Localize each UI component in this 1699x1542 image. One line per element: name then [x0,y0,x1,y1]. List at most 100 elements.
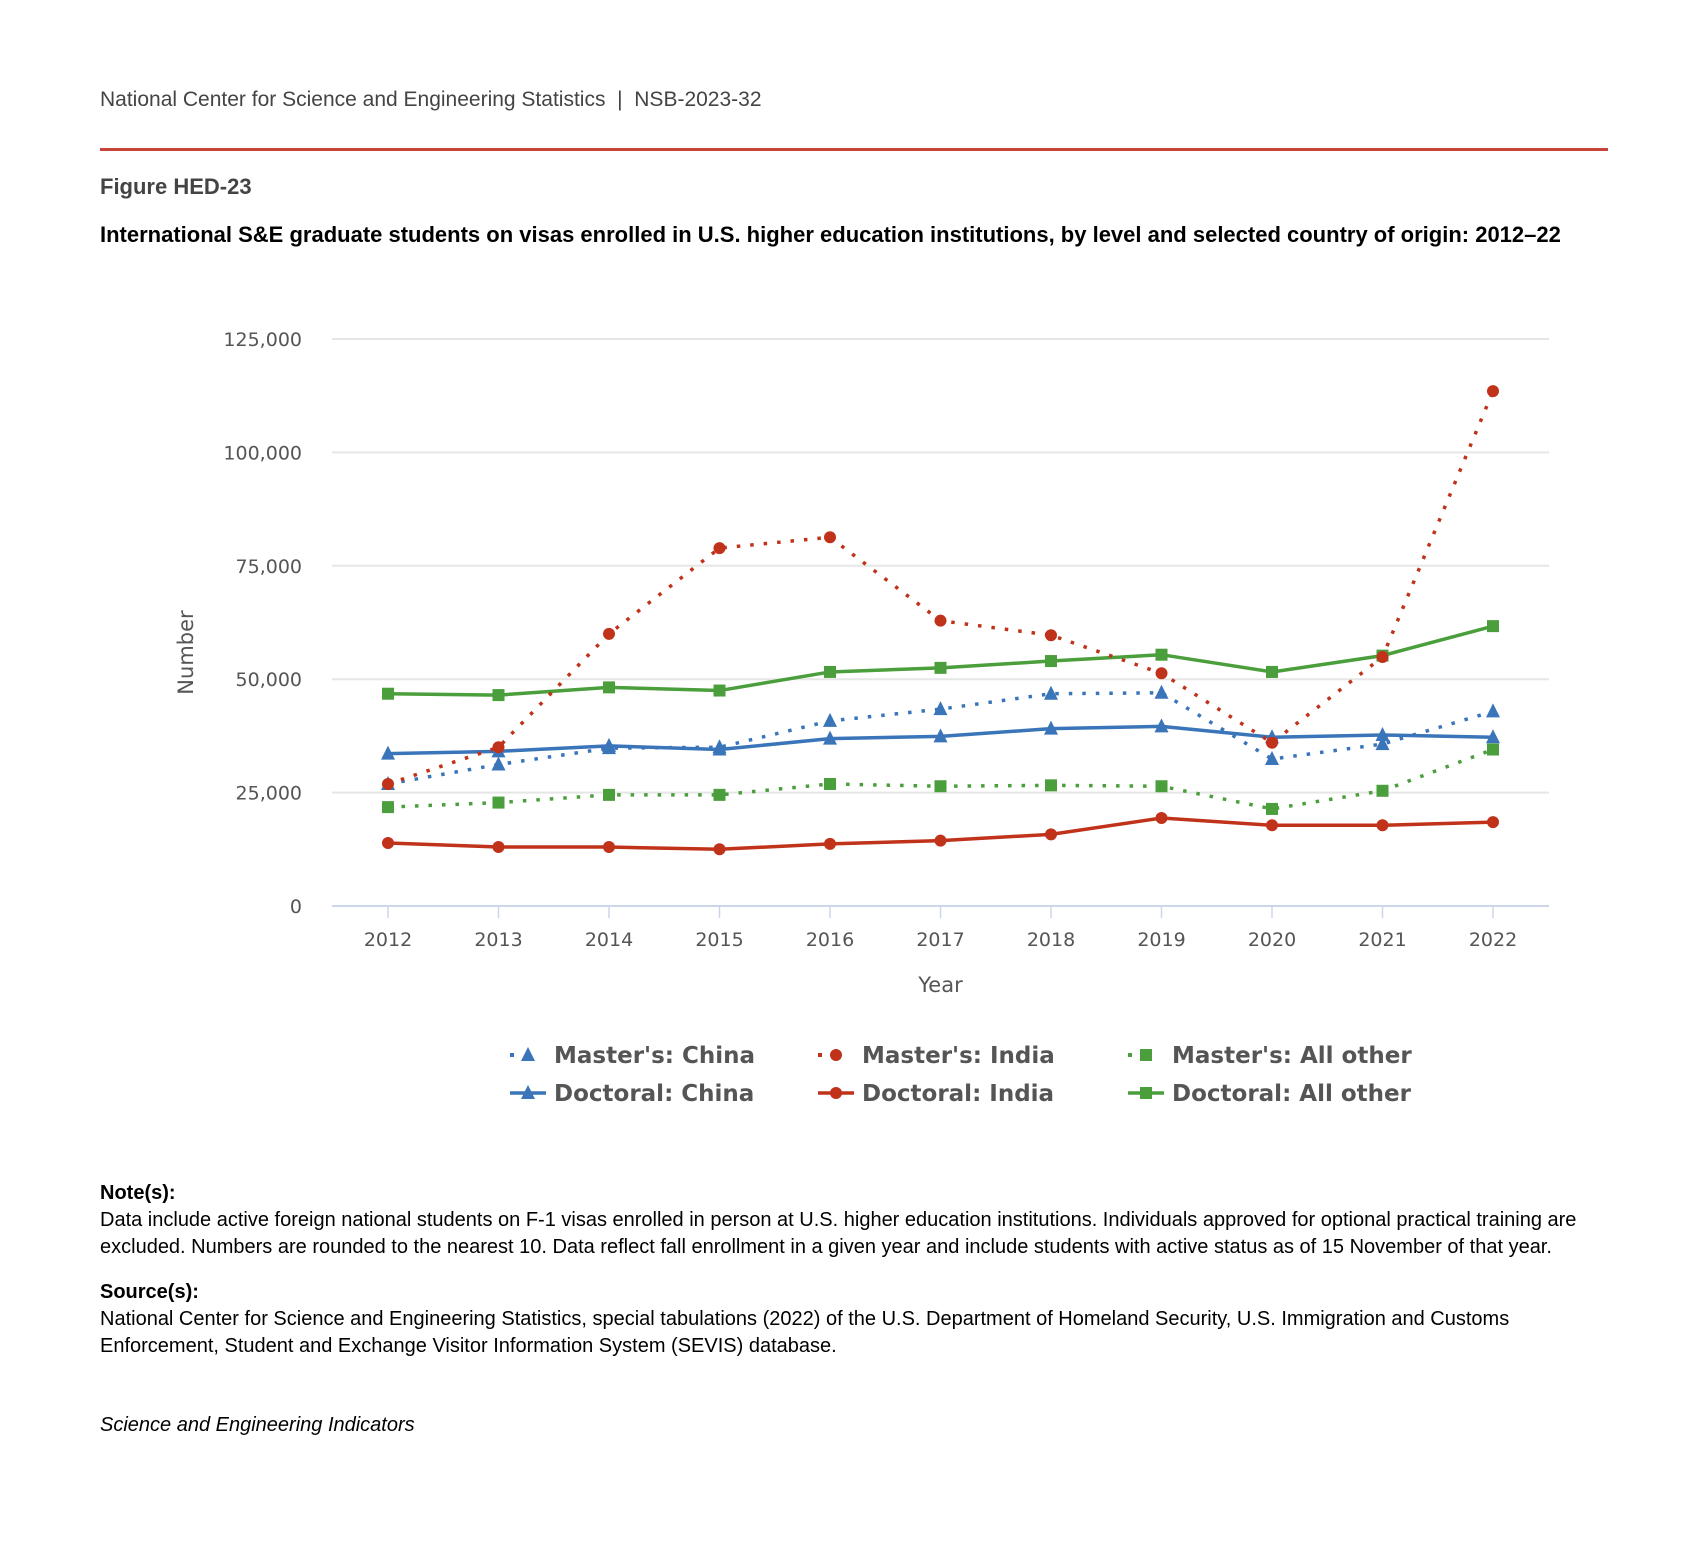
x-tick-label: 2013 [474,929,522,951]
data-point-master-s-china [1154,684,1169,699]
sources-heading: Source(s): [100,1281,199,1303]
data-point-master-s-all-other [1266,802,1278,815]
series-line-master-s-china [387,691,1494,786]
header-report: NSB-2023-32 [634,88,762,111]
data-point-master-s-china [1486,703,1500,718]
notes-text: Data include active foreign national stu… [100,1209,1577,1258]
data-point-doctoral-india [934,834,947,847]
x-tick-label: 2021 [1358,929,1406,951]
data-point-master-s-india [382,777,394,790]
legend-label-doctoral-all-other: Doctoral: All other [1172,1081,1412,1107]
legend-marker-doctoral-all-other [1140,1087,1152,1099]
data-point-master-s-india [824,531,836,544]
x-tick-label: 2019 [1137,929,1185,951]
data-point-master-s-china [823,712,837,727]
figure-label: Figure HED-23 [100,174,252,199]
data-point-doctoral-china [933,728,948,743]
data-point-doctoral-china [1044,720,1058,735]
legend-line-master-s-all-other [1128,1053,1132,1057]
data-point-master-s-all-other [492,796,505,809]
data-point-doctoral-china [1375,726,1390,741]
data-point-doctoral-china [381,745,395,760]
data-point-master-s-all-other [824,777,836,790]
sources-text: National Center for Science and Engineer… [100,1308,1510,1357]
data-point-master-s-all-other [934,780,947,793]
legend-marker-master-s-all-other [1140,1049,1152,1061]
x-tick-label: 2017 [916,929,964,951]
data-point-master-s-india [492,741,505,754]
data-point-master-s-all-other [603,788,615,801]
data-point-doctoral-india [1266,819,1278,832]
x-tick-label: 2020 [1248,929,1296,951]
legend-line-master-s-china [510,1053,514,1057]
data-point-doctoral-india [1155,812,1168,825]
data-point-doctoral-india [1487,816,1499,829]
data-point-master-s-china [1265,751,1279,766]
data-point-doctoral-india [713,843,726,856]
publication-name: Science and Engineering Indicators [100,1414,415,1436]
y-tick-label: 25,000 [236,783,302,805]
data-point-master-s-all-other [1487,743,1499,756]
data-point-doctoral-india [492,841,505,854]
data-point-doctoral-china [1154,718,1169,733]
data-point-master-s-india [1155,667,1168,680]
data-point-doctoral-all-other [934,661,947,674]
y-tick-label: 125,000 [223,329,302,351]
data-point-master-s-china [491,756,506,771]
figure-title: International S&E graduate students on v… [100,222,1561,247]
data-point-master-s-china [712,739,727,754]
x-tick-label: 2012 [364,929,412,951]
x-tick-label: 2022 [1469,929,1517,951]
header: National Center for Science and Engineer… [100,88,762,112]
data-point-doctoral-all-other [1045,655,1057,668]
data-point-doctoral-china [1486,729,1500,744]
data-point-doctoral-india [1045,828,1057,841]
data-point-doctoral-india [603,841,615,854]
legend-label-master-s-china: Master's: China [554,1043,755,1069]
data-point-master-s-all-other [1376,784,1389,797]
data-point-master-s-all-other [1045,779,1057,792]
data-point-doctoral-all-other [713,684,726,697]
data-point-master-s-china [1375,736,1390,751]
data-point-doctoral-india [382,836,394,849]
legend-marker-doctoral-india [830,1087,842,1099]
series-line-master-s-all-other [387,747,1494,811]
notes-heading: Note(s): [100,1182,176,1204]
data-point-doctoral-all-other [492,689,505,702]
data-point-doctoral-all-other [603,681,615,694]
y-axis-title: Number [174,610,198,695]
header-separator: | [617,88,623,111]
y-tick-label: 50,000 [236,669,302,691]
legend-label-doctoral-china: Doctoral: China [554,1081,754,1107]
header-org: National Center for Science and Engineer… [100,88,606,111]
data-point-master-s-china [933,701,948,716]
notes-section: Note(s): Data include active foreign nat… [100,1180,1620,1378]
data-point-doctoral-india [824,837,836,850]
x-tick-label: 2014 [585,929,633,951]
legend-line-master-s-india [818,1053,822,1057]
data-point-master-s-india [713,542,726,555]
data-point-doctoral-all-other [1487,620,1499,633]
y-tick-label: 0 [290,896,302,918]
data-point-master-s-all-other [1155,780,1168,793]
data-point-master-s-china [602,740,616,755]
data-point-master-s-all-other [713,788,726,801]
x-tick-label: 2016 [806,929,854,951]
x-axis-title: Year [917,973,963,997]
y-tick-label: 75,000 [236,556,302,578]
data-point-master-s-india [1266,736,1278,749]
data-point-doctoral-all-other [824,665,836,678]
data-point-doctoral-all-other [1266,665,1278,678]
data-point-master-s-india [603,627,615,640]
data-point-doctoral-all-other [382,687,394,700]
legend-marker-master-s-india [830,1049,842,1061]
data-point-doctoral-all-other [1155,648,1168,661]
data-point-doctoral-india [1376,819,1389,832]
header-rule [100,148,1608,151]
series-line-doctoral-all-other [387,624,1494,697]
legend-label-master-s-all-other: Master's: All other [1172,1043,1412,1069]
data-point-master-s-india [1376,650,1389,663]
legend-marker-doctoral-china [521,1085,535,1099]
